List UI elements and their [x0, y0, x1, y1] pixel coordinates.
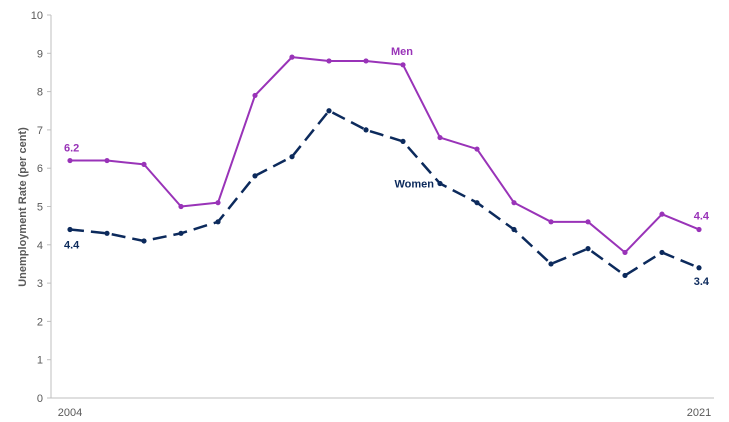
data-point-women: [289, 154, 295, 160]
data-point-women: [548, 261, 554, 267]
data-point-men: [252, 92, 258, 99]
data-point-men: [659, 211, 665, 217]
y-tick-label: 6: [37, 163, 43, 175]
data-point-men: [178, 203, 184, 210]
data-point-men: [548, 219, 554, 225]
series-line-men: [70, 56, 700, 254]
series-layer: [67, 54, 702, 279]
y-tick-label: 3: [37, 278, 43, 290]
x-tick-label: 2021: [687, 407, 711, 419]
y-axis-label: Unemployment Rate (per cent): [17, 127, 29, 287]
data-point-women: [622, 272, 628, 279]
data-point-women: [474, 200, 480, 206]
end-value-label-women: 3.4: [694, 276, 710, 288]
label-layer: Men Women 6.2 4.4 4.4 3.4: [64, 46, 710, 288]
x-ticks: 2004 2021: [58, 407, 711, 419]
y-ticks: 0 1 2 3 4 5 6 7 8 9 10: [31, 10, 51, 405]
data-point-women: [104, 230, 110, 236]
data-point-men: [326, 58, 332, 64]
data-point-men: [141, 161, 147, 167]
data-point-women: [659, 249, 665, 256]
data-point-men: [215, 200, 221, 206]
data-point-women: [215, 219, 221, 225]
series-name-label-men: Men: [391, 46, 413, 58]
y-tick-label: 7: [37, 125, 43, 137]
y-tick-label: 0: [37, 393, 43, 405]
data-point-women: [252, 173, 258, 179]
y-tick-label: 9: [37, 48, 43, 60]
data-point-women: [67, 226, 73, 233]
data-point-women: [437, 180, 443, 187]
y-tick-label: 10: [31, 10, 43, 22]
series-line-women: [69, 109, 700, 277]
start-value-label-women: 4.4: [64, 239, 80, 251]
data-point-women: [400, 138, 406, 144]
data-point-men: [400, 62, 406, 68]
data-point-men: [437, 134, 443, 141]
data-point-men: [585, 219, 591, 225]
y-tick-label: 8: [37, 87, 43, 99]
data-point-women: [696, 265, 702, 271]
axes: [50, 15, 714, 399]
data-point-men: [104, 157, 110, 164]
data-point-men: [696, 226, 702, 233]
data-point-women: [326, 108, 332, 114]
data-point-men: [511, 200, 517, 206]
y-tick-label: 2: [37, 316, 43, 328]
y-tick-label: 5: [37, 202, 43, 214]
start-value-label-men: 6.2: [64, 143, 79, 155]
data-point-men: [363, 58, 369, 64]
y-tick-label: 1: [37, 355, 43, 367]
data-point-women: [585, 246, 591, 252]
series-name-label-women: Women: [394, 179, 434, 191]
data-point-men: [474, 146, 480, 152]
data-point-men: [622, 249, 628, 256]
y-tick-label: 4: [37, 240, 43, 252]
x-tick-label: 2004: [58, 407, 82, 419]
data-point-men: [289, 54, 295, 60]
data-point-women: [511, 226, 517, 233]
data-point-women: [141, 238, 147, 244]
data-point-women: [363, 127, 369, 133]
data-point-women: [178, 230, 184, 236]
data-point-men: [67, 157, 73, 164]
end-value-label-men: 4.4: [694, 210, 710, 222]
